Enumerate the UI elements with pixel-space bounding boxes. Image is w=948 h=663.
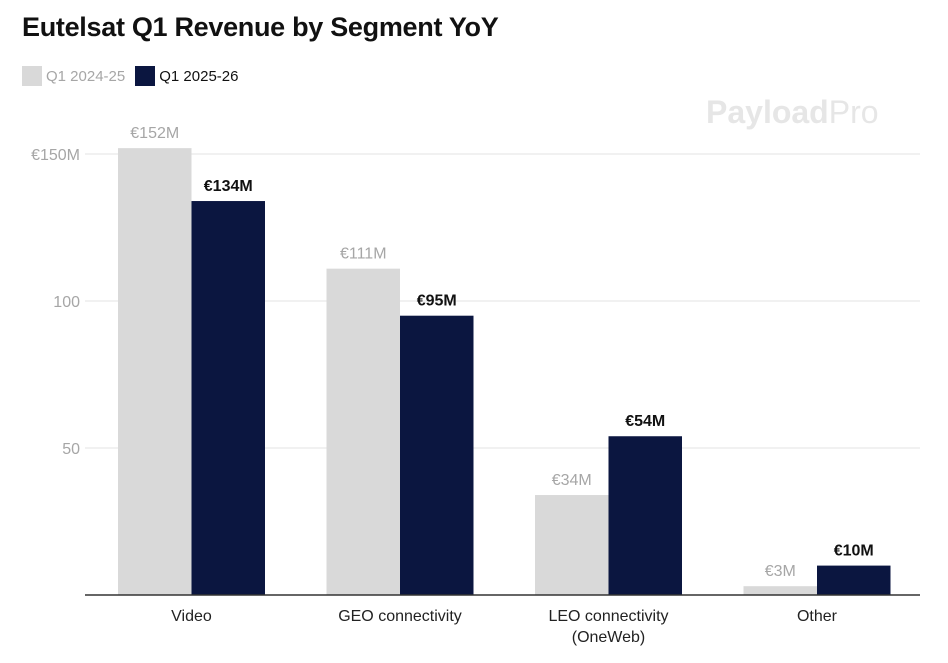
bar — [191, 201, 265, 596]
legend-swatch — [22, 66, 42, 86]
data-label: €111M — [340, 246, 387, 263]
bar — [817, 565, 891, 595]
data-label: €95M — [417, 293, 457, 310]
chart-title: Eutelsat Q1 Revenue by Segment YoY — [22, 12, 499, 42]
legend-label: Q1 2024-25 — [46, 67, 126, 85]
data-label: €10M — [834, 543, 874, 560]
bar — [608, 436, 682, 595]
legend-item-q1-2025-26: Q1 2025-26 — [135, 66, 238, 86]
legend-swatch — [135, 66, 156, 86]
watermark-bold: Payload — [706, 94, 829, 130]
bar — [535, 495, 609, 595]
bar — [400, 315, 474, 595]
x-tick-label: Video — [171, 608, 212, 625]
watermark-logo: PayloadPro — [706, 94, 879, 131]
x-tick-label: (OneWeb) — [572, 629, 646, 646]
bar — [326, 268, 400, 595]
watermark-light: Pro — [828, 94, 879, 130]
data-label: €134M — [204, 178, 253, 195]
x-tick-label: Other — [797, 608, 838, 625]
bar — [743, 586, 817, 595]
x-tick-label: GEO connectivity — [338, 608, 462, 625]
y-tick-label: 50 — [62, 441, 80, 458]
data-label: €3M — [765, 563, 796, 580]
legend: Q1 2024-25 Q1 2025-26 — [22, 66, 248, 86]
y-tick-label: 100 — [53, 294, 80, 311]
data-label: €152M — [130, 125, 179, 142]
legend-item-q1-2024-25: Q1 2024-25 — [22, 66, 125, 86]
data-label: €54M — [625, 413, 665, 430]
y-tick-label: €150M — [31, 147, 80, 164]
legend-label: Q1 2025-26 — [159, 67, 239, 85]
x-tick-label: LEO connectivity — [548, 608, 668, 625]
data-label: €34M — [552, 472, 592, 489]
bar — [118, 148, 192, 595]
